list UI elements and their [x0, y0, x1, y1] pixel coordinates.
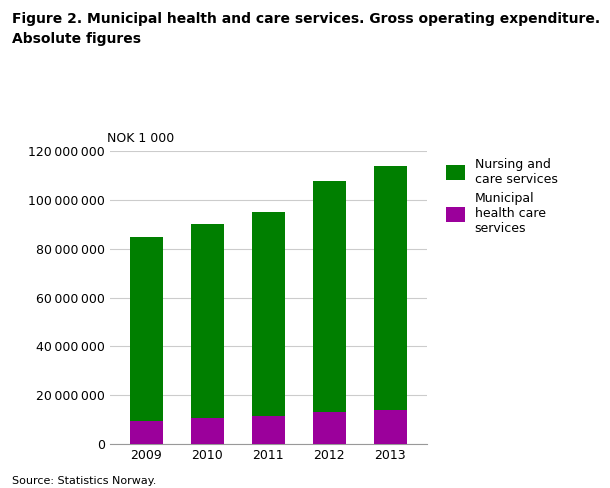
Bar — [190, 224, 224, 419]
Text: NOK 1 000: NOK 1 000 — [107, 132, 174, 145]
Bar — [129, 421, 163, 444]
Bar — [312, 412, 346, 444]
Legend: Nursing and
care services, Municipal
health care
services: Nursing and care services, Municipal hea… — [446, 158, 558, 235]
Bar — [190, 419, 224, 444]
Text: Absolute figures: Absolute figures — [12, 32, 141, 46]
Bar — [312, 181, 346, 412]
Bar — [129, 237, 163, 421]
Bar — [252, 416, 285, 444]
Bar — [252, 212, 285, 416]
Text: Figure 2. Municipal health and care services. Gross operating expenditure.: Figure 2. Municipal health and care serv… — [12, 12, 600, 26]
Text: Source: Statistics Norway.: Source: Statistics Norway. — [12, 476, 157, 486]
Bar — [373, 410, 407, 444]
Bar — [373, 166, 407, 410]
